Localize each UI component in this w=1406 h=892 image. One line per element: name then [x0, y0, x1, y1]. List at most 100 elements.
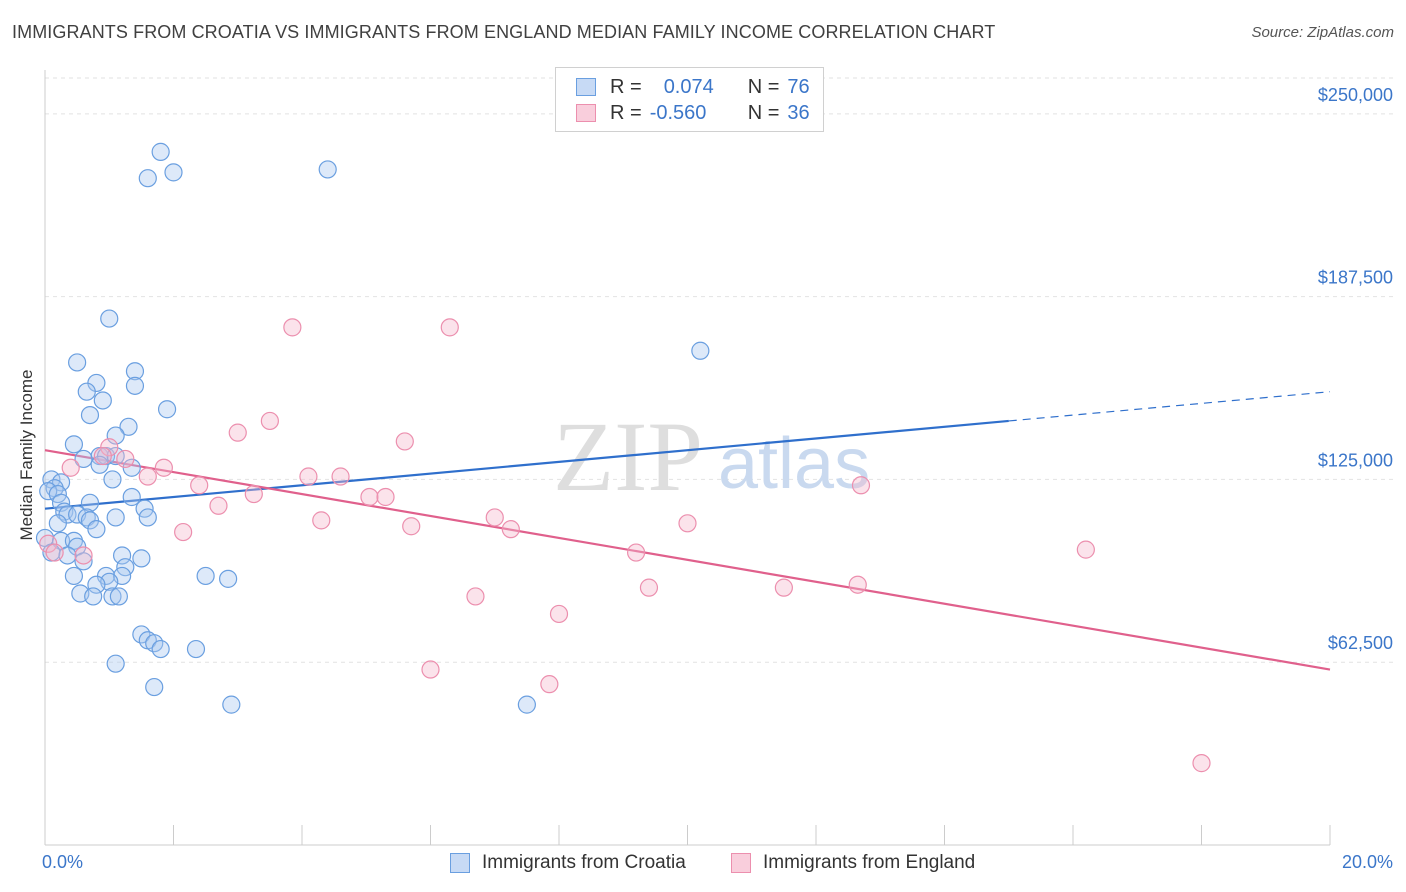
- croatia-point: [125, 362, 145, 381]
- england-point: [639, 578, 659, 597]
- croatia-point: [109, 587, 128, 606]
- england-point: [501, 520, 520, 539]
- chart-source: Source: ZipAtlas.com: [1251, 24, 1394, 41]
- england-point: [1076, 540, 1095, 559]
- england-point: [244, 484, 263, 504]
- croatia-point: [151, 639, 170, 659]
- croatia-point: [164, 163, 183, 182]
- england-point: [154, 458, 173, 477]
- croatia-point: [132, 549, 151, 568]
- legend-england-swatch: [731, 853, 751, 873]
- england-point: [774, 578, 793, 597]
- england-point: [851, 476, 871, 495]
- croatia-point: [138, 169, 157, 188]
- stats-legend: R = 0.074 N = 76 R = -0.560 N = 36: [555, 67, 824, 132]
- croatia-point: [64, 435, 84, 454]
- croatia-point: [64, 566, 84, 586]
- croatia-point: [93, 391, 112, 410]
- england-r-value: -0.560: [649, 101, 707, 124]
- croatia-point: [100, 309, 119, 328]
- england-point: [376, 487, 395, 507]
- england-r-label: R =: [610, 101, 642, 124]
- croatia-point: [112, 546, 132, 565]
- england-point: [678, 514, 697, 533]
- croatia-point: [87, 520, 106, 539]
- legend-item-croatia[interactable]: Immigrants from Croatia: [450, 852, 686, 874]
- series-england: [39, 318, 1211, 773]
- axes: [44, 70, 1331, 846]
- england-point: [1192, 754, 1211, 773]
- y-tick-label: $125,000: [1318, 450, 1393, 470]
- england-point: [540, 675, 559, 694]
- croatia-point: [77, 508, 96, 527]
- croatia-n-value: 76: [787, 75, 810, 98]
- croatia-point: [318, 160, 337, 179]
- croatia-point: [80, 405, 100, 425]
- england-point: [209, 496, 228, 515]
- croatia-point: [48, 514, 67, 533]
- croatia-trend-line: [44, 419, 1009, 510]
- england-point: [45, 543, 64, 562]
- england-n-label: N =: [747, 101, 780, 124]
- x-tick-label-max: 20.0%: [1342, 852, 1393, 872]
- england-point: [312, 511, 331, 530]
- croatia-point: [74, 552, 93, 571]
- legend-croatia-label: Immigrants from Croatia: [482, 852, 686, 873]
- england-point: [626, 543, 646, 562]
- england-point: [138, 467, 157, 486]
- croatia-point: [106, 426, 125, 445]
- gridlines: [45, 77, 1395, 663]
- croatia-point: [196, 566, 215, 586]
- england-n-value: 36: [787, 101, 810, 124]
- croatia-n-label: N =: [747, 75, 780, 98]
- data-points: [35, 142, 1211, 773]
- croatia-swatch: [576, 78, 596, 96]
- croatia-point: [119, 417, 138, 436]
- england-point: [421, 660, 440, 679]
- england-swatch: [576, 104, 596, 122]
- england-point: [466, 587, 485, 606]
- england-point: [61, 458, 80, 477]
- croatia-point: [87, 575, 106, 594]
- england-point: [485, 508, 504, 527]
- england-point: [440, 318, 459, 337]
- croatia-point: [122, 487, 141, 507]
- england-point: [93, 446, 112, 466]
- croatia-point: [106, 654, 125, 673]
- croatia-point: [219, 569, 238, 588]
- legend-croatia-swatch: [450, 853, 470, 873]
- england-point: [190, 476, 209, 495]
- croatia-point: [77, 382, 96, 401]
- y-tick-label: $250,000: [1318, 85, 1393, 105]
- england-point: [283, 318, 302, 337]
- croatia-point: [103, 470, 122, 489]
- england-point: [116, 449, 135, 469]
- croatia-point: [157, 400, 177, 419]
- england-point: [549, 604, 569, 624]
- x-tick-label-min: 0.0%: [42, 852, 83, 872]
- croatia-point: [84, 587, 103, 606]
- axis-labels: $62,500 $125,000 $187,500 $250,000 0.0% 20.0%…: [17, 85, 1393, 872]
- y-tick-label: $187,500: [1318, 268, 1393, 288]
- series-legend: Immigrants from Croatia Immigrants from …: [0, 852, 1406, 878]
- england-point: [402, 517, 421, 536]
- croatia-point: [222, 695, 241, 714]
- england-point: [228, 423, 247, 442]
- croatia-r-label: R =: [610, 75, 642, 98]
- england-point: [360, 487, 379, 507]
- croatia-point: [74, 449, 93, 469]
- croatia-point: [106, 508, 125, 527]
- england-point: [260, 411, 279, 431]
- watermark: ZIP atlas: [553, 401, 870, 512]
- series-croatia: [35, 142, 710, 714]
- y-tick-label: $62,500: [1328, 633, 1393, 653]
- england-point: [848, 575, 867, 594]
- croatia-r-value: 0.074: [663, 75, 714, 98]
- chart-title: IMMIGRANTS FROM CROATIA VS IMMIGRANTS FR…: [12, 22, 996, 42]
- england-point: [395, 432, 414, 451]
- legend-row-england: R = -0.560 N = 36: [576, 101, 810, 125]
- croatia-point: [68, 353, 87, 372]
- england-point: [174, 522, 193, 542]
- legend-item-england[interactable]: Immigrants from England: [731, 852, 975, 874]
